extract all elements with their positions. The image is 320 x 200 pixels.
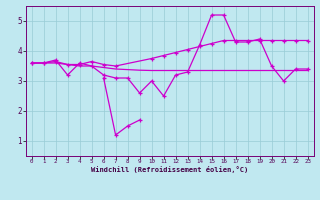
- X-axis label: Windchill (Refroidissement éolien,°C): Windchill (Refroidissement éolien,°C): [91, 166, 248, 173]
